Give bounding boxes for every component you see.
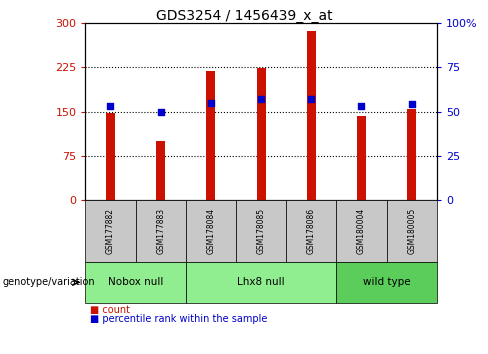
Text: GSM177882: GSM177882	[106, 208, 115, 254]
Point	[307, 96, 315, 102]
Text: wild type: wild type	[363, 277, 410, 287]
Text: GSM178085: GSM178085	[257, 208, 265, 254]
Text: GSM180004: GSM180004	[357, 208, 366, 254]
Bar	[106, 113, 115, 200]
Bar	[206, 72, 215, 200]
Point	[257, 96, 265, 102]
Bar	[257, 68, 265, 200]
Text: Nobox null: Nobox null	[108, 277, 163, 287]
Point	[408, 102, 416, 107]
Text: GSM178084: GSM178084	[206, 208, 215, 254]
Bar	[407, 109, 416, 200]
Text: GSM177883: GSM177883	[156, 208, 165, 254]
Point	[157, 109, 164, 114]
Point	[207, 100, 215, 105]
Bar	[307, 31, 316, 200]
Point	[106, 103, 114, 109]
Text: Lhx8 null: Lhx8 null	[237, 277, 285, 287]
Text: ■ percentile rank within the sample: ■ percentile rank within the sample	[90, 314, 267, 324]
Text: ■ count: ■ count	[90, 305, 130, 315]
Point	[358, 103, 366, 109]
Text: genotype/variation: genotype/variation	[2, 277, 95, 287]
Text: GDS3254 / 1456439_x_at: GDS3254 / 1456439_x_at	[156, 9, 332, 23]
Text: GSM180005: GSM180005	[407, 208, 416, 254]
Text: GSM178086: GSM178086	[307, 208, 316, 254]
Bar	[357, 116, 366, 200]
Bar	[156, 141, 165, 200]
